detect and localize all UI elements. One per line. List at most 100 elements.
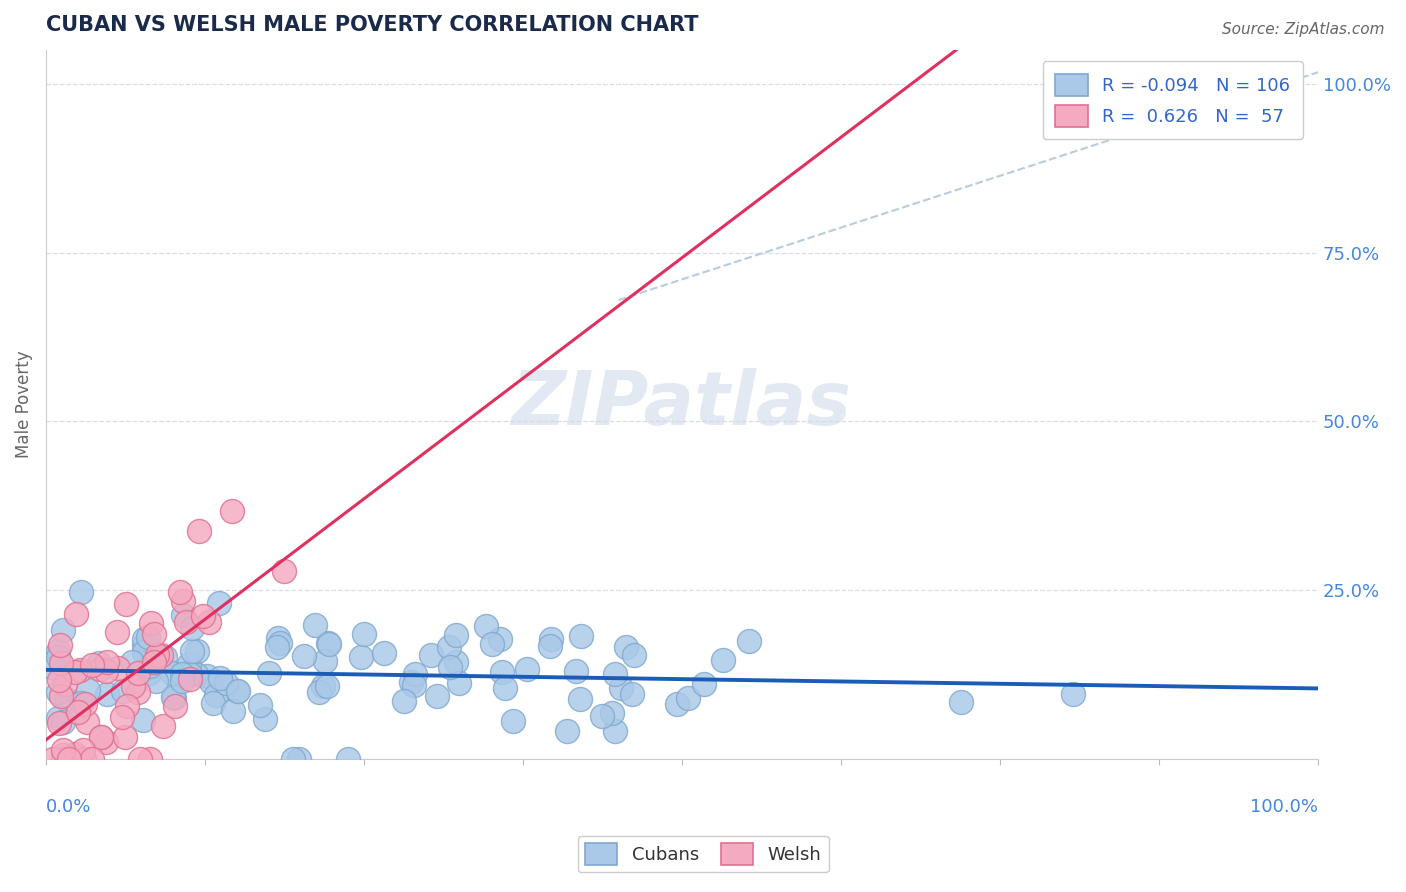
Point [402, 678, 425, 692]
Point [314, 654, 336, 668]
Point [65, 607, 87, 622]
Point [623, 648, 645, 662]
Point [96, 687, 118, 701]
Point [52, 743, 75, 757]
Point [46, 711, 69, 725]
Legend: R = -0.094   N = 106, R =  0.626   N =  57: R = -0.094 N = 106, R = 0.626 N = 57 [1042, 61, 1303, 139]
Point [127, 685, 149, 699]
Point [65, 750, 87, 764]
Point [711, 653, 734, 667]
Point [146, 648, 169, 662]
Point [96, 655, 118, 669]
Point [52, 752, 75, 766]
Point [52, 747, 75, 762]
Point [69, 663, 91, 677]
Point [138, 658, 160, 673]
Point [591, 708, 613, 723]
Point [373, 646, 395, 660]
Point [226, 684, 249, 698]
Point [162, 691, 184, 706]
Point [174, 615, 197, 629]
Point [90, 730, 112, 744]
Point [58, 752, 80, 766]
Point [152, 719, 174, 733]
Point [318, 637, 340, 651]
Point [208, 671, 231, 685]
Point [73, 752, 96, 766]
Point [132, 632, 155, 646]
Point [122, 679, 145, 693]
Point [249, 698, 271, 712]
Point [138, 647, 160, 661]
Point [444, 628, 467, 642]
Point [350, 650, 373, 665]
Point [191, 608, 214, 623]
Point [49, 638, 72, 652]
Point [266, 640, 288, 654]
Point [353, 627, 375, 641]
Point [312, 679, 335, 693]
Point [52, 623, 75, 637]
Point [222, 704, 245, 718]
Point [269, 636, 291, 650]
Point [128, 752, 150, 766]
Point [316, 679, 339, 693]
Point [139, 616, 162, 631]
Point [46, 643, 69, 657]
Point [474, 619, 496, 633]
Text: 0.0%: 0.0% [46, 797, 91, 816]
Point [142, 655, 165, 669]
Legend: Cubans, Welsh: Cubans, Welsh [578, 836, 828, 872]
Point [610, 681, 633, 695]
Point [115, 598, 138, 612]
Point [145, 674, 167, 689]
Point [179, 672, 201, 686]
Point [426, 689, 449, 703]
Point [404, 667, 426, 681]
Point [489, 632, 512, 646]
Point [111, 710, 134, 724]
Text: 100.0%: 100.0% [1250, 797, 1319, 816]
Point [481, 637, 503, 651]
Point [738, 634, 761, 648]
Point [66, 705, 89, 719]
Point [502, 714, 524, 728]
Point [201, 696, 224, 710]
Point [557, 723, 579, 738]
Point [172, 673, 194, 688]
Point [153, 649, 176, 664]
Point [200, 675, 222, 690]
Point [44, 661, 66, 675]
Point [115, 698, 138, 713]
Point [181, 621, 204, 635]
Point [48, 716, 70, 731]
Point [950, 695, 973, 709]
Point [87, 657, 110, 671]
Point [138, 752, 160, 766]
Point [447, 676, 470, 690]
Point [82, 658, 104, 673]
Point [89, 663, 111, 677]
Point [569, 629, 592, 643]
Point [160, 665, 183, 680]
Point [90, 730, 112, 744]
Point [198, 615, 221, 629]
Point [48, 649, 70, 664]
Point [172, 608, 194, 623]
Y-axis label: Male Poverty: Male Poverty [15, 351, 32, 458]
Point [693, 677, 716, 691]
Point [304, 618, 326, 632]
Point [181, 643, 204, 657]
Point [172, 593, 194, 607]
Point [494, 681, 516, 695]
Point [138, 665, 160, 680]
Point [142, 627, 165, 641]
Point [678, 690, 700, 705]
Point [540, 632, 562, 646]
Point [316, 636, 339, 650]
Point [73, 697, 96, 711]
Point [121, 655, 143, 669]
Point [621, 688, 644, 702]
Point [150, 648, 173, 663]
Point [177, 657, 200, 671]
